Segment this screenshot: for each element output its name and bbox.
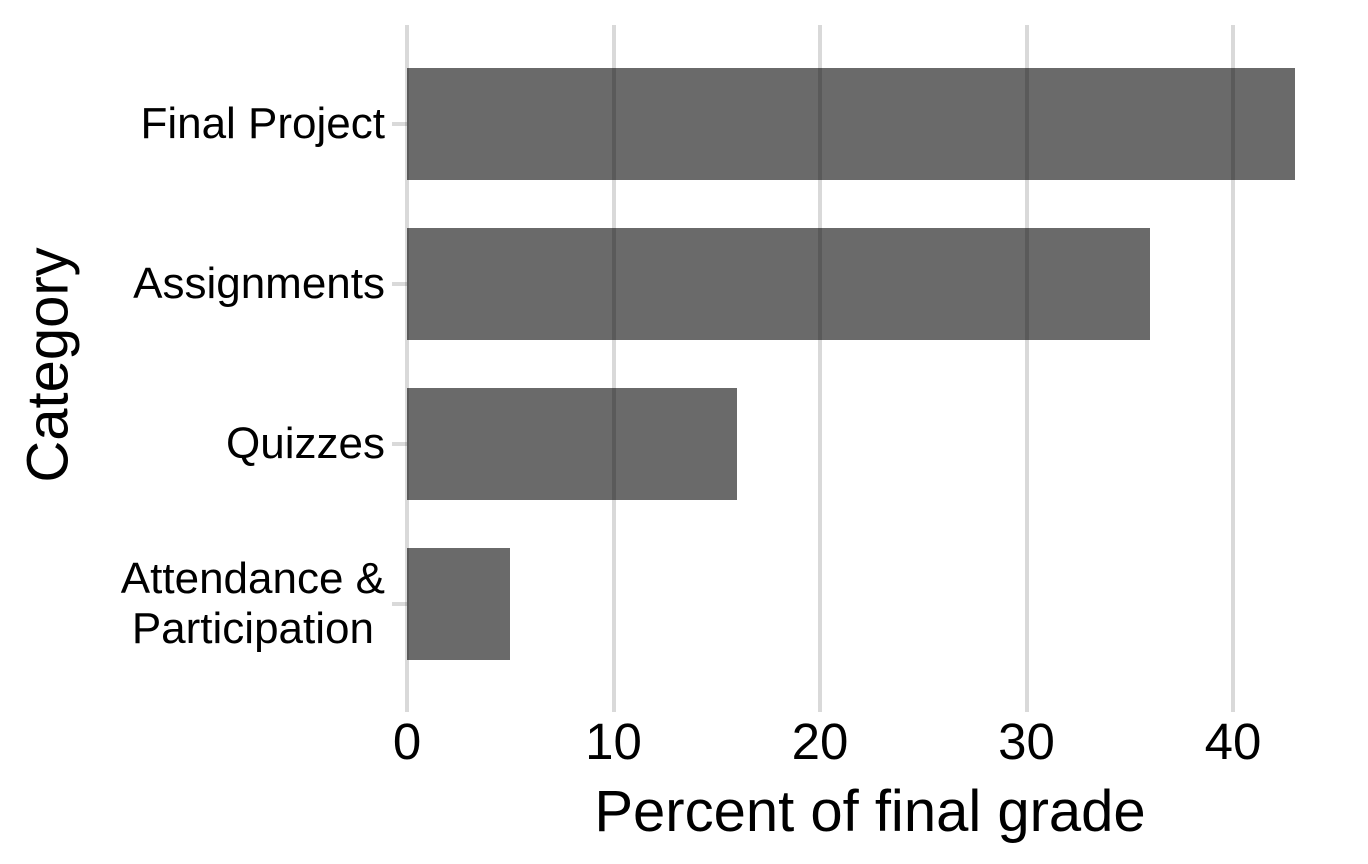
x-axis-title: Percent of final grade (594, 779, 1146, 844)
y-tick-label-quizzes: Quizzes (226, 419, 385, 468)
gridline-x-20 (818, 25, 822, 712)
x-tick-label-20: 20 (791, 713, 849, 770)
gridline-x-10 (611, 25, 616, 712)
y-axis-tick-attendance-participation (392, 602, 407, 606)
x-tick-label-10: 10 (585, 713, 642, 770)
bar-assignments (407, 228, 1151, 340)
y-tick-label-attendance-participation: Attendance & Participation (120, 554, 385, 653)
bar-quizzes (407, 388, 738, 500)
y-axis-tick-quizzes (392, 442, 407, 446)
gridline-x-30 (1024, 25, 1029, 712)
y-tick-label-final-project: Final Project (140, 99, 385, 148)
x-tick-label-30: 30 (998, 713, 1055, 770)
x-tick-label-40: 40 (1204, 713, 1262, 770)
x-tick-label-0: 0 (392, 713, 422, 770)
bar-attendance-participation (407, 548, 511, 660)
gridline-x-40 (1231, 25, 1235, 712)
bar-final-project (407, 68, 1295, 180)
y-tick-label-assignments: Assignments (133, 259, 385, 308)
y-axis-tick-final-project (392, 122, 407, 126)
gridline-x-0 (405, 25, 409, 712)
y-axis-tick-assignments (392, 282, 407, 286)
y-axis-title: Category (15, 247, 81, 483)
